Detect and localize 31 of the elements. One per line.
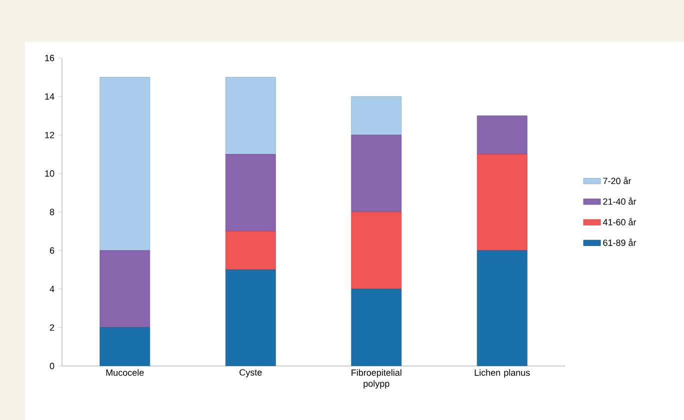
y-tick-label: 6 [50,247,54,254]
y-tick-label: 10 [45,170,54,177]
y-tick-label: 0 [50,362,54,370]
y-tick-label: 4 [50,286,54,292]
legend-label: 21-40 år [603,197,636,205]
legend-label: 61-89 år [603,238,636,246]
x-tick-label: Fibroepitelial polypp [352,369,402,389]
legend-label: 7-20 år [603,176,632,184]
bar [100,77,150,251]
y-tick-label: 16 [45,54,54,62]
x-tick-label: Mucocele [106,369,144,376]
bar [225,231,276,270]
bar [351,134,402,212]
bar [225,154,276,232]
bar [225,77,276,154]
bar [476,116,528,154]
bar [100,250,150,328]
bar [351,212,402,290]
bar [476,250,528,366]
legend-label: 41-60 år [602,218,636,226]
bar [351,96,402,136]
y-tick-label: 12 [45,132,54,138]
y-tick-label: 2 [50,324,54,331]
x-tick-label: Cyste [240,369,262,378]
bar [476,154,528,251]
y-tick-label: 8 [50,208,54,216]
bar [351,288,402,366]
bar [100,327,150,366]
x-tick-label: Lichen planus [474,369,530,378]
y-tick-label: 14 [45,93,54,100]
bar [225,270,276,366]
